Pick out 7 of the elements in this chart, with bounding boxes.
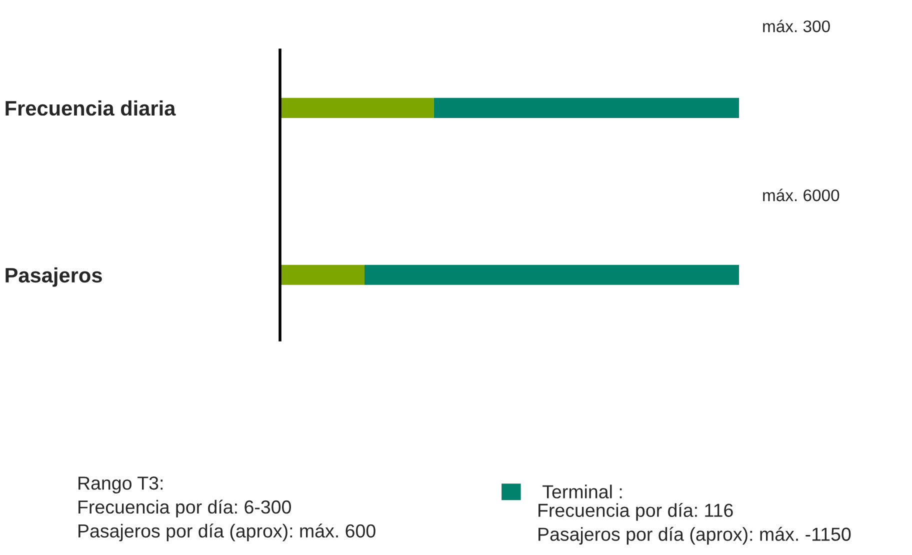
legend-label: Terminal :: [542, 484, 622, 498]
text: máx. 6000: [763, 188, 840, 202]
text: Rango T3: Frecuencia por día: 6-300 Pasajeros por día (aprox): máx. 600: [78, 476, 376, 542]
text: máx. 300: [763, 20, 830, 32]
y-tick-label: Frecuencia diaria: [6, 100, 176, 116]
y-tick-label: Pasajeros: [6, 267, 102, 287]
text: Frecuencia por día: 116 Pasajeros por día (aprox): máx. -1150: [538, 503, 851, 545]
